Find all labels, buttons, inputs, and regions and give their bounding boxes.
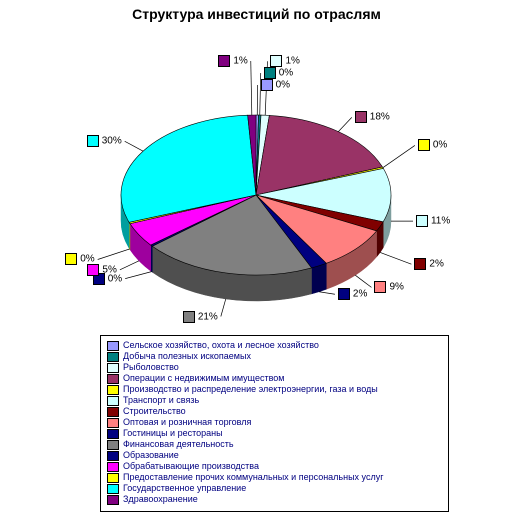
legend-item: Государственное управление bbox=[107, 483, 442, 494]
legend-label: Рыболовство bbox=[123, 362, 442, 373]
legend-swatch bbox=[107, 473, 119, 483]
legend-swatch bbox=[107, 385, 119, 395]
legend-swatch bbox=[107, 429, 119, 439]
chart-title: Структура инвестиций по отраслям bbox=[0, 6, 513, 22]
legend-swatch bbox=[107, 374, 119, 384]
legend-swatch bbox=[107, 440, 119, 450]
legend-item: Оптовая и розничная торговля bbox=[107, 417, 442, 428]
legend-swatch bbox=[107, 407, 119, 417]
leader-line bbox=[221, 299, 226, 317]
leader-line bbox=[380, 252, 411, 264]
leader-line bbox=[265, 61, 267, 115]
legend-label: Строительство bbox=[123, 406, 442, 417]
legend-item: Сельское хозяйство, охота и лесное хозяй… bbox=[107, 340, 442, 351]
legend-label: Транспорт и связь bbox=[123, 395, 442, 406]
legend-item: Финансовая деятельность bbox=[107, 439, 442, 450]
legend-label: Обрабатывающие производства bbox=[123, 461, 442, 472]
leader-line bbox=[125, 272, 151, 279]
legend-label: Оптовая и розничная торговля bbox=[123, 417, 442, 428]
legend-swatch bbox=[107, 396, 119, 406]
legend-swatch bbox=[107, 418, 119, 428]
leader-line bbox=[120, 261, 139, 270]
legend-item: Добыча полезных ископаемых bbox=[107, 351, 442, 362]
pie-side bbox=[312, 263, 327, 294]
legend-label: Операции с недвижимым имуществом bbox=[123, 373, 442, 384]
leader-line bbox=[125, 141, 143, 151]
legend-item: Гостиницы и рестораны bbox=[107, 428, 442, 439]
legend-item: Обрабатывающие производства bbox=[107, 461, 442, 472]
legend-label: Финансовая деятельность bbox=[123, 439, 442, 450]
legend-swatch bbox=[107, 352, 119, 362]
pie-area: 0%0%1%18%0%11%2%9%2%21%0%5%0%30%1% bbox=[0, 30, 513, 330]
legend-swatch bbox=[107, 451, 119, 461]
legend-item: Транспорт и связь bbox=[107, 395, 442, 406]
legend-label: Предоставление прочих коммунальных и пер… bbox=[123, 472, 442, 483]
leader-line bbox=[251, 61, 252, 115]
leader-line bbox=[383, 145, 415, 167]
legend-label: Гостиницы и рестораны bbox=[123, 428, 442, 439]
legend-label: Добыча полезных ископаемых bbox=[123, 351, 442, 362]
legend-label: Образование bbox=[123, 450, 442, 461]
leader-line bbox=[355, 275, 371, 287]
leader-line bbox=[319, 292, 335, 295]
leader-line bbox=[260, 73, 261, 115]
legend-swatch bbox=[107, 495, 119, 505]
legend-item: Образование bbox=[107, 450, 442, 461]
legend-item: Производство и распределение электроэнер… bbox=[107, 384, 442, 395]
legend-swatch bbox=[107, 484, 119, 494]
legend-swatch bbox=[107, 462, 119, 472]
legend-swatch bbox=[107, 363, 119, 373]
legend-item: Операции с недвижимым имуществом bbox=[107, 373, 442, 384]
legend-label: Государственное управление bbox=[123, 483, 442, 494]
legend-label: Производство и распределение электроэнер… bbox=[123, 384, 442, 395]
legend-swatch bbox=[107, 341, 119, 351]
legend-item: Строительство bbox=[107, 406, 442, 417]
chart-container: Структура инвестиций по отраслям 0%0%1%1… bbox=[0, 0, 513, 518]
legend-item: Здравоохранение bbox=[107, 494, 442, 505]
leader-line bbox=[338, 117, 351, 131]
legend-item: Рыболовство bbox=[107, 362, 442, 373]
legend: Сельское хозяйство, охота и лесное хозяй… bbox=[100, 335, 449, 512]
leader-line bbox=[98, 249, 130, 259]
legend-label: Сельское хозяйство, охота и лесное хозяй… bbox=[123, 340, 442, 351]
pie-svg bbox=[0, 30, 513, 330]
legend-item: Предоставление прочих коммунальных и пер… bbox=[107, 472, 442, 483]
legend-label: Здравоохранение bbox=[123, 494, 442, 505]
